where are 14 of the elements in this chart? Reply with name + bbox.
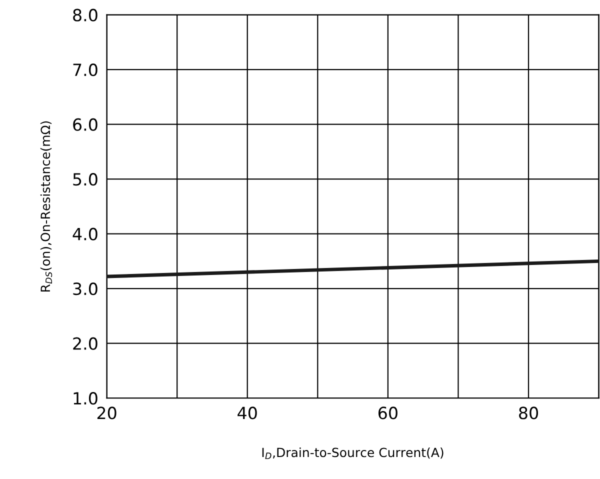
x-tick-label: 60 bbox=[378, 406, 398, 420]
x-tick-label: 40 bbox=[238, 406, 257, 420]
x-tick-label: 20 bbox=[97, 406, 116, 420]
x-tick-label: 80 bbox=[519, 406, 538, 420]
y-tick-label: 4.0 bbox=[72, 228, 98, 240]
y-tick-label: 5.0 bbox=[73, 173, 98, 186]
y-tick-label: 2.0 bbox=[73, 337, 98, 350]
x-axis-title: I$_{D}$,Drain-to-Source Current(A) bbox=[262, 448, 444, 460]
y-tick-label: 8.0 bbox=[73, 8, 98, 22]
y-axis-title: R$_{DS}$(on),On-Resistance(mΩ) bbox=[40, 121, 52, 292]
y-tick-label: 6.0 bbox=[73, 118, 98, 131]
y-tick-label: 7.0 bbox=[73, 64, 98, 76]
y-tick-label: 3.0 bbox=[73, 282, 98, 296]
y-tick-label: 1.0 bbox=[74, 392, 98, 405]
